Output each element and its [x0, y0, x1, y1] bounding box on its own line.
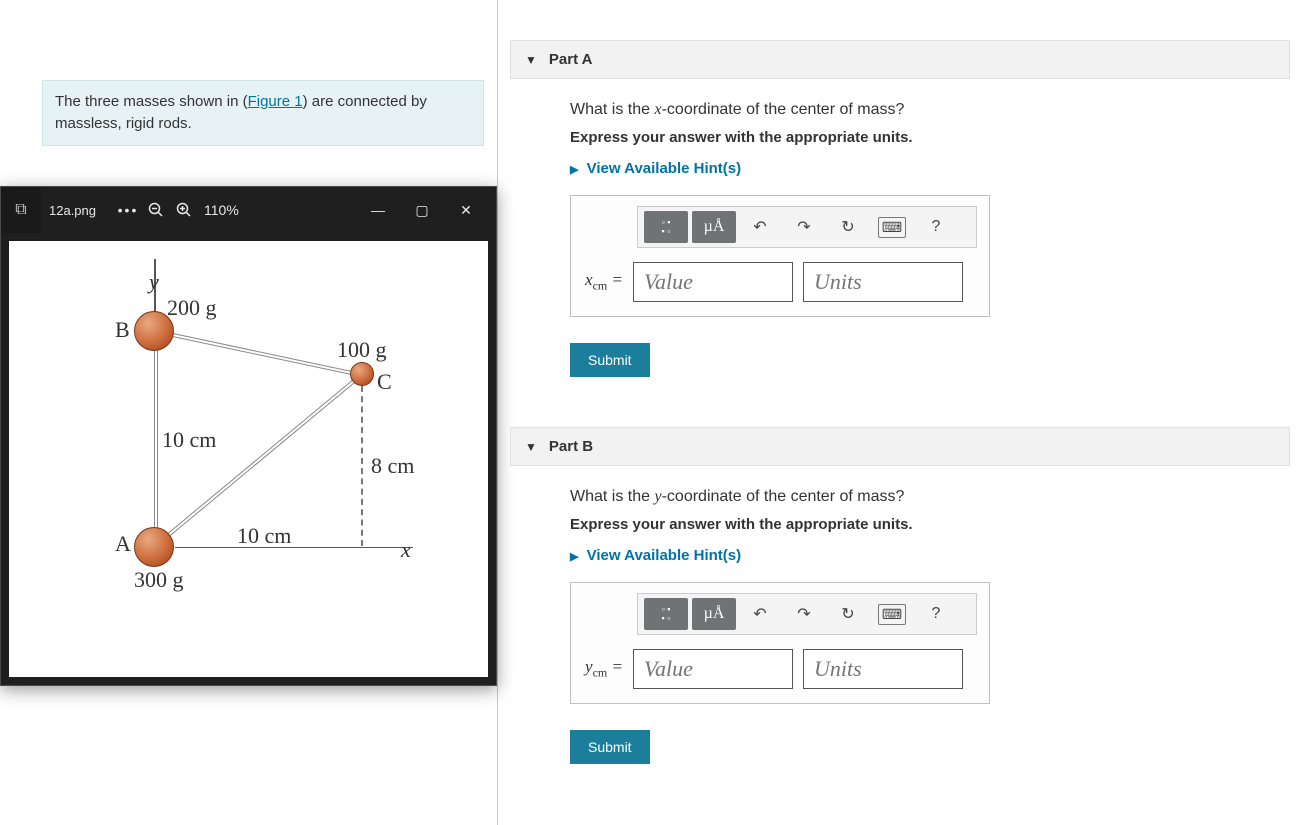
dim-ac: 10 cm: [237, 523, 291, 549]
figure-link[interactable]: Figure 1: [248, 93, 303, 110]
physics-diagram: y x A B C 200 g 300 g 100 g: [9, 241, 488, 677]
rod-ab: [154, 329, 158, 547]
part-a-instruction: Express your answer with the appropriate…: [570, 129, 1290, 146]
part-a-hints[interactable]: ▶ View Available Hint(s): [570, 160, 1290, 177]
dim-ab: 10 cm: [162, 427, 216, 453]
part-b-answer-box: ▫ ▪▪ ▫ µÅ ↶ ↷ ↻ ⌨ ? ycm =: [570, 582, 990, 704]
maximize-icon[interactable]: ▢: [400, 194, 444, 226]
part-a-header[interactable]: ▼ Part A: [510, 40, 1290, 79]
mass-a: [134, 527, 174, 567]
help-button[interactable]: ?: [916, 211, 956, 243]
q-var: x: [654, 101, 661, 118]
label-b: B: [115, 317, 130, 343]
x-axis-label: x: [401, 537, 411, 563]
redo-button[interactable]: ↷: [784, 211, 824, 243]
mass-a-value: 300 g: [134, 567, 184, 593]
value-input[interactable]: [633, 262, 793, 302]
part-b-toolbar: ▫ ▪▪ ▫ µÅ ↶ ↷ ↻ ⌨ ?: [637, 593, 977, 635]
lhs-var: x: [585, 270, 593, 289]
reset-button[interactable]: ↻: [828, 598, 868, 630]
keyboard-button[interactable]: ⌨: [872, 211, 912, 243]
collapse-icon: ▼: [525, 53, 537, 67]
x-axis: [175, 547, 413, 548]
part-a-answer-box: ▫ ▪▪ ▫ µÅ ↶ ↷ ↻ ⌨ ? xcm =: [570, 195, 990, 317]
redo-button[interactable]: ↷: [784, 598, 824, 630]
part-b-hints[interactable]: ▶ View Available Hint(s): [570, 547, 1290, 564]
part-a-answer-row: xcm =: [583, 262, 977, 302]
problem-statement: The three masses shown in (Figure 1) are…: [42, 80, 484, 146]
dash-c-vertical: [361, 386, 363, 546]
part-a-question: What is the x-coordinate of the center o…: [570, 101, 1290, 119]
help-button[interactable]: ?: [916, 598, 956, 630]
lhs-label: ycm =: [583, 657, 623, 680]
viewer-sidebar-icon[interactable]: ⧉: [1, 187, 41, 233]
zoom-level: 110%: [204, 202, 239, 218]
q-var: y: [654, 488, 661, 505]
figure-canvas: y x A B C 200 g 300 g 100 g: [9, 241, 488, 677]
zoom-out-icon[interactable]: [142, 194, 170, 226]
part-b-answer-row: ycm =: [583, 649, 977, 689]
units-input[interactable]: [803, 649, 963, 689]
minimize-icon[interactable]: —: [356, 194, 400, 226]
special-chars-button[interactable]: µÅ: [692, 211, 736, 243]
hints-label: View Available Hint(s): [587, 547, 742, 564]
part-b-title: Part B: [549, 438, 593, 455]
label-c: C: [377, 369, 392, 395]
y-axis-label: y: [149, 269, 159, 295]
part-b-question: What is the y-coordinate of the center o…: [570, 488, 1290, 506]
left-column: The three masses shown in (Figure 1) are…: [0, 0, 498, 825]
reset-button[interactable]: ↻: [828, 211, 868, 243]
image-viewer-window: ⧉ 12a.png ••• 110% — ▢ ✕ y x: [0, 186, 497, 686]
q-post: -coordinate of the center of mass?: [662, 488, 905, 505]
viewer-filename: 12a.png: [49, 203, 96, 218]
label-a: A: [115, 531, 131, 557]
keyboard-icon: ⌨: [878, 604, 906, 625]
value-input[interactable]: [633, 649, 793, 689]
undo-button[interactable]: ↶: [740, 598, 780, 630]
lhs-sub: cm: [593, 279, 608, 293]
part-b-submit-button[interactable]: Submit: [570, 730, 650, 764]
fraction-button[interactable]: ▫ ▪▪ ▫: [644, 598, 688, 630]
lhs-label: xcm =: [583, 270, 623, 293]
lhs-sub: cm: [593, 666, 608, 680]
right-column: ▼ Part A What is the x-coordinate of the…: [510, 0, 1290, 764]
expand-icon: ▶: [570, 164, 578, 176]
part-b-instruction: Express your answer with the appropriate…: [570, 516, 1290, 533]
part-a-title: Part A: [549, 51, 593, 68]
mass-c: [350, 362, 374, 386]
undo-button[interactable]: ↶: [740, 211, 780, 243]
hints-label: View Available Hint(s): [587, 160, 742, 177]
more-icon[interactable]: •••: [114, 194, 142, 226]
mass-c-value: 100 g: [337, 337, 387, 363]
viewer-titlebar: 12a.png ••• 110% — ▢ ✕: [1, 187, 496, 233]
problem-text-pre: The three masses shown in (: [55, 93, 248, 110]
part-b-header[interactable]: ▼ Part B: [510, 427, 1290, 466]
keyboard-button[interactable]: ⌨: [872, 598, 912, 630]
zoom-in-icon[interactable]: [170, 194, 198, 226]
part-a-toolbar: ▫ ▪▪ ▫ µÅ ↶ ↷ ↻ ⌨ ?: [637, 206, 977, 248]
lhs-var: y: [585, 657, 593, 676]
q-pre: What is the: [570, 488, 654, 505]
fraction-button[interactable]: ▫ ▪▪ ▫: [644, 211, 688, 243]
special-chars-button[interactable]: µÅ: [692, 598, 736, 630]
close-icon[interactable]: ✕: [444, 194, 488, 226]
collapse-icon: ▼: [525, 440, 537, 454]
rod-bc: [154, 329, 362, 377]
mass-b-value: 200 g: [167, 295, 217, 321]
q-pre: What is the: [570, 101, 654, 118]
part-a-submit-button[interactable]: Submit: [570, 343, 650, 377]
q-post: -coordinate of the center of mass?: [662, 101, 905, 118]
units-input[interactable]: [803, 262, 963, 302]
expand-icon: ▶: [570, 551, 578, 563]
keyboard-icon: ⌨: [878, 217, 906, 238]
dim-cx: 8 cm: [371, 453, 414, 479]
